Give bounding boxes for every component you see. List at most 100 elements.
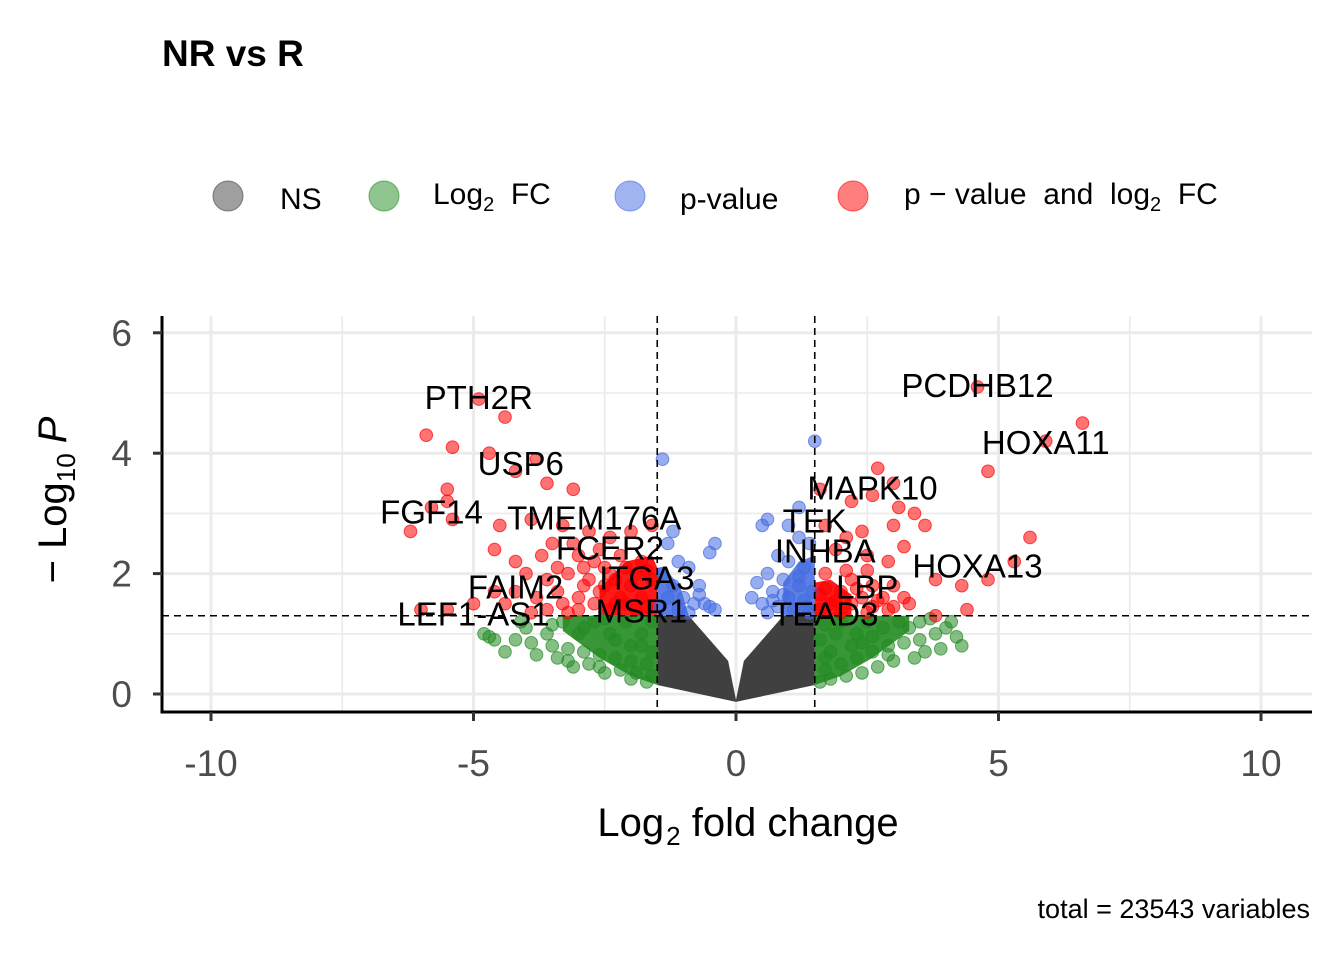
- point-pvalue-and-log2fc: [597, 578, 612, 593]
- legend-key-NS: [212, 180, 244, 212]
- gene-label: LBP: [836, 569, 898, 606]
- x-axis-title: Log2 fold change: [597, 801, 898, 851]
- point-pvalue-and-log2fc: [928, 572, 943, 587]
- point-pvalue: [676, 590, 691, 605]
- point-pvalue-and-log2fc: [587, 554, 602, 569]
- point-pvalue-and-log2fc: [613, 548, 628, 563]
- point-pvalue: [765, 593, 780, 608]
- point-pvalue-and-log2fc: [855, 524, 869, 539]
- point-log2fc: [576, 620, 591, 635]
- point-log2fc: [608, 633, 623, 647]
- point-pvalue: [776, 587, 791, 602]
- point-log2fc: [855, 666, 869, 680]
- legend-key-pvalue: [614, 180, 646, 212]
- point-pvalue-and-log2fc: [981, 464, 995, 479]
- point-log2fc: [839, 669, 854, 683]
- point-log2fc: [498, 645, 512, 659]
- point-pvalue-and-log2fc: [582, 524, 596, 539]
- point-pvalue-and-log2fc: [445, 512, 460, 527]
- point-pvalue-and-log2fc: [645, 518, 659, 533]
- point-pvalue: [655, 566, 670, 581]
- point-pvalue: [800, 599, 814, 614]
- legend-label-NS: NS: [280, 183, 322, 216]
- point-pvalue-and-log2fc: [534, 548, 549, 563]
- x-tick-label: 5: [988, 743, 1009, 784]
- y-axis-title: − Log10P: [31, 416, 81, 583]
- gene-label: MAPK10: [807, 469, 937, 506]
- point-pvalue-and-log2fc: [471, 392, 486, 406]
- point-pvalue: [755, 518, 770, 533]
- point-pvalue-and-log2fc: [828, 542, 843, 557]
- gene-label: MSR1: [596, 593, 688, 630]
- legend-item-both: p − value and log2 FC: [837, 178, 1218, 216]
- point-pvalue: [660, 536, 675, 551]
- point-pvalue-and-log2fc: [881, 554, 896, 569]
- cutoffs: [162, 316, 1312, 712]
- point-pvalue-and-log2fc: [954, 578, 969, 593]
- point-pvalue-and-log2fc: [839, 530, 854, 545]
- point-pvalue: [681, 560, 696, 575]
- point-pvalue-and-log2fc: [540, 476, 554, 491]
- point-pvalue: [781, 518, 796, 533]
- point-pvalue-and-log2fc: [813, 587, 827, 602]
- point-pvalue: [786, 602, 801, 617]
- point-log2fc: [912, 614, 927, 629]
- point-pvalue-and-log2fc: [870, 593, 885, 608]
- y-tick-label: 6: [111, 313, 132, 354]
- chart-title: NR vs R: [162, 33, 304, 74]
- point-log2fc: [624, 672, 638, 686]
- point-log2fc: [487, 633, 502, 647]
- gene-label: ITGA3: [599, 560, 694, 597]
- point-pvalue-and-log2fc: [981, 572, 995, 587]
- point-pvalue-and-log2fc: [844, 494, 859, 509]
- point-pvalue-and-log2fc: [960, 602, 974, 617]
- point-pvalue-and-log2fc: [603, 530, 617, 545]
- point-pvalue-and-log2fc: [545, 536, 560, 551]
- gene-label: TEAD3: [772, 596, 878, 633]
- point-pvalue: [771, 548, 785, 563]
- gene-label: HOXA13: [912, 548, 1042, 585]
- point-pvalue-and-log2fc: [508, 584, 523, 599]
- point-log2fc: [545, 639, 560, 653]
- point-pvalue-and-log2fc: [608, 572, 623, 587]
- point-pvalue-and-log2fc: [445, 440, 460, 454]
- point-pvalue-and-log2fc: [1075, 416, 1090, 430]
- point-log2fc: [855, 636, 869, 650]
- point-pvalue: [792, 569, 806, 584]
- legend-item-Log2FC: Log2 FC: [368, 178, 551, 216]
- point-pvalue-and-log2fc: [1023, 530, 1037, 545]
- point-pvalue-and-log2fc: [508, 554, 523, 569]
- point-pvalue-and-log2fc: [555, 596, 570, 611]
- point-pvalue: [792, 500, 806, 515]
- point-pvalue-and-log2fc: [865, 488, 880, 503]
- point-pvalue-and-log2fc: [419, 428, 434, 442]
- point-pvalue-and-log2fc: [424, 500, 439, 515]
- point-pvalue-and-log2fc: [813, 482, 827, 497]
- point-pvalue-and-log2fc: [597, 560, 612, 575]
- legend-item-pvalue: p-value: [614, 180, 778, 216]
- point-pvalue-and-log2fc: [508, 464, 523, 479]
- point-pvalue-and-log2fc: [844, 596, 859, 611]
- gene-label: TMEM176A: [507, 499, 681, 536]
- point-pvalue-and-log2fc: [970, 380, 985, 394]
- point-pvalue: [655, 452, 670, 467]
- y-tick-label: 4: [111, 433, 132, 474]
- point-log2fc: [897, 636, 911, 650]
- point-log2fc: [912, 633, 927, 647]
- point-pvalue: [802, 536, 817, 551]
- x-tick-label: -10: [184, 743, 237, 784]
- point-log2fc: [561, 642, 575, 656]
- gene-label: LEF1-AS1: [397, 596, 549, 633]
- point-log2fc: [949, 630, 964, 644]
- point-pvalue-and-log2fc: [566, 536, 581, 551]
- point-log2fc: [524, 636, 539, 650]
- point-log2fc: [634, 639, 649, 653]
- point-log2fc: [508, 633, 523, 647]
- point-pvalue-and-log2fc: [487, 584, 502, 599]
- point-pvalue-and-log2fc: [482, 446, 497, 461]
- point-pvalue-and-log2fc: [828, 593, 843, 608]
- point-pvalue-and-log2fc: [529, 590, 544, 605]
- point-pvalue-and-log2fc: [849, 581, 864, 596]
